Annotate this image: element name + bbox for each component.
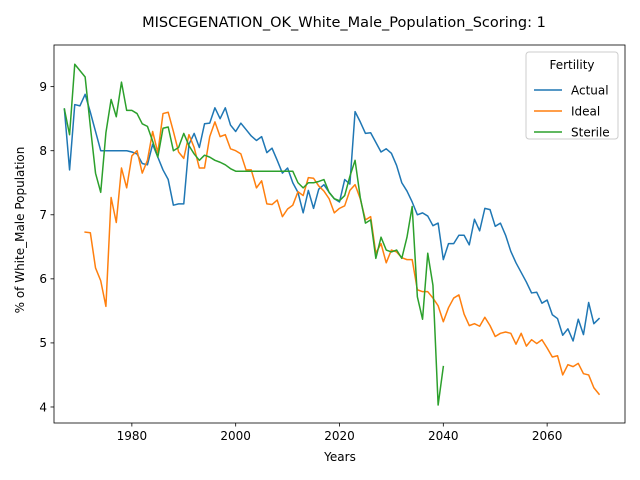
y-tick-label: 5 [39, 336, 47, 350]
x-tick-label: 2040 [428, 429, 459, 443]
legend-label-sterile: Sterile [571, 125, 610, 139]
x-axis-title: Years [323, 450, 356, 464]
y-tick-label: 4 [39, 400, 47, 414]
y-tick-label: 7 [39, 208, 47, 222]
legend: Fertility Actual Ideal Sterile [525, 51, 619, 140]
legend-label-actual: Actual [571, 83, 609, 97]
x-tick-label: 2020 [324, 429, 355, 443]
y-tick-label: 9 [39, 80, 47, 94]
x-tick-label: 1980 [117, 429, 148, 443]
y-tick-label: 6 [39, 272, 47, 286]
legend-box [525, 51, 619, 140]
y-axis-title: % of White_Male Population [13, 147, 27, 314]
x-tick-label: 2060 [532, 429, 563, 443]
chart-title: MISCEGENATION_OK_White_Male_Population_S… [142, 15, 546, 31]
series-line-sterile [63, 63, 445, 406]
axes: 1980 2000 2020 2040 2060 4 5 6 7 8 9 [39, 44, 626, 443]
series-line-ideal [84, 111, 601, 396]
legend-title: Fertility [549, 58, 594, 72]
plot-area [63, 63, 601, 406]
y-tick-label: 8 [39, 144, 47, 158]
legend-label-ideal: Ideal [571, 104, 600, 118]
x-tick-label: 2000 [220, 429, 251, 443]
